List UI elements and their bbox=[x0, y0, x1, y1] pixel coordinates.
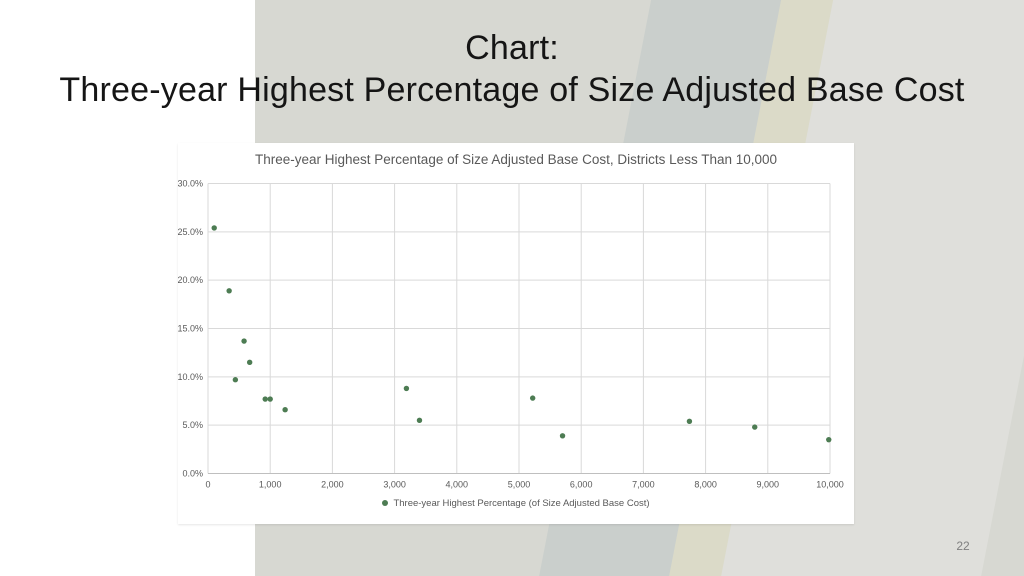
y-tick-label: 25.0% bbox=[178, 227, 203, 237]
x-tick-label: 5,000 bbox=[508, 480, 531, 490]
chart-panel: 0 1,000 2,000 3,000 4,000 5,000 6,000 7,000 8,00… bbox=[178, 143, 854, 524]
data-point bbox=[282, 407, 288, 413]
slide-title-line1: Chart: bbox=[465, 29, 559, 67]
data-point bbox=[232, 377, 239, 383]
x-tick-label: 2,000 bbox=[321, 480, 344, 490]
chart-title: Three-year Highest Percentage of Size Ad… bbox=[254, 152, 778, 167]
slide-title: Chart: Three-year Highest Percentage of … bbox=[0, 27, 1024, 111]
data-point bbox=[262, 396, 268, 402]
data-point bbox=[559, 433, 566, 439]
x-tick-label: 0 bbox=[205, 480, 210, 490]
y-tick-label: 0.0% bbox=[182, 469, 203, 479]
data-point bbox=[752, 424, 758, 430]
y-tick-label: 20.0% bbox=[178, 275, 203, 285]
y-tick-label: 15.0% bbox=[178, 324, 203, 334]
data-point bbox=[416, 417, 423, 424]
legend-label: Three-year Highest Percentage (of Size A… bbox=[393, 497, 650, 509]
slide-title-line2: Three-year Highest Percentage of Size Ad… bbox=[59, 71, 965, 109]
y-tick-label: 5.0% bbox=[182, 420, 203, 430]
data-point bbox=[826, 436, 832, 443]
page-number: 22 bbox=[956, 539, 970, 553]
x-tick-label: 7,000 bbox=[632, 480, 655, 490]
data-point bbox=[211, 225, 217, 231]
data-point bbox=[241, 338, 247, 344]
y-tick-label: 10.0% bbox=[178, 372, 203, 382]
data-point bbox=[267, 396, 273, 402]
x-tick-label: 3,000 bbox=[383, 480, 406, 490]
scatter-plot: 0 1,000 2,000 3,000 4,000 5,000 6,000 7,000 8,00… bbox=[178, 179, 844, 490]
y-tick-label: 30.0% bbox=[178, 179, 203, 189]
data-point bbox=[403, 385, 410, 392]
chart-legend: Three-year Highest Percentage (of Size A… bbox=[178, 496, 854, 510]
x-tick-label: 6,000 bbox=[570, 480, 593, 490]
data-point bbox=[686, 418, 693, 424]
legend-marker-icon bbox=[382, 500, 389, 506]
x-tick-label: 4,000 bbox=[446, 480, 469, 490]
x-tick-label: 10,000 bbox=[816, 480, 844, 490]
x-tick-label: 8,000 bbox=[694, 480, 717, 490]
data-point bbox=[529, 395, 536, 401]
data-point bbox=[226, 288, 232, 294]
x-tick-label: 1,000 bbox=[259, 480, 282, 490]
x-tick-label: 9,000 bbox=[757, 480, 780, 490]
data-point bbox=[246, 359, 253, 366]
